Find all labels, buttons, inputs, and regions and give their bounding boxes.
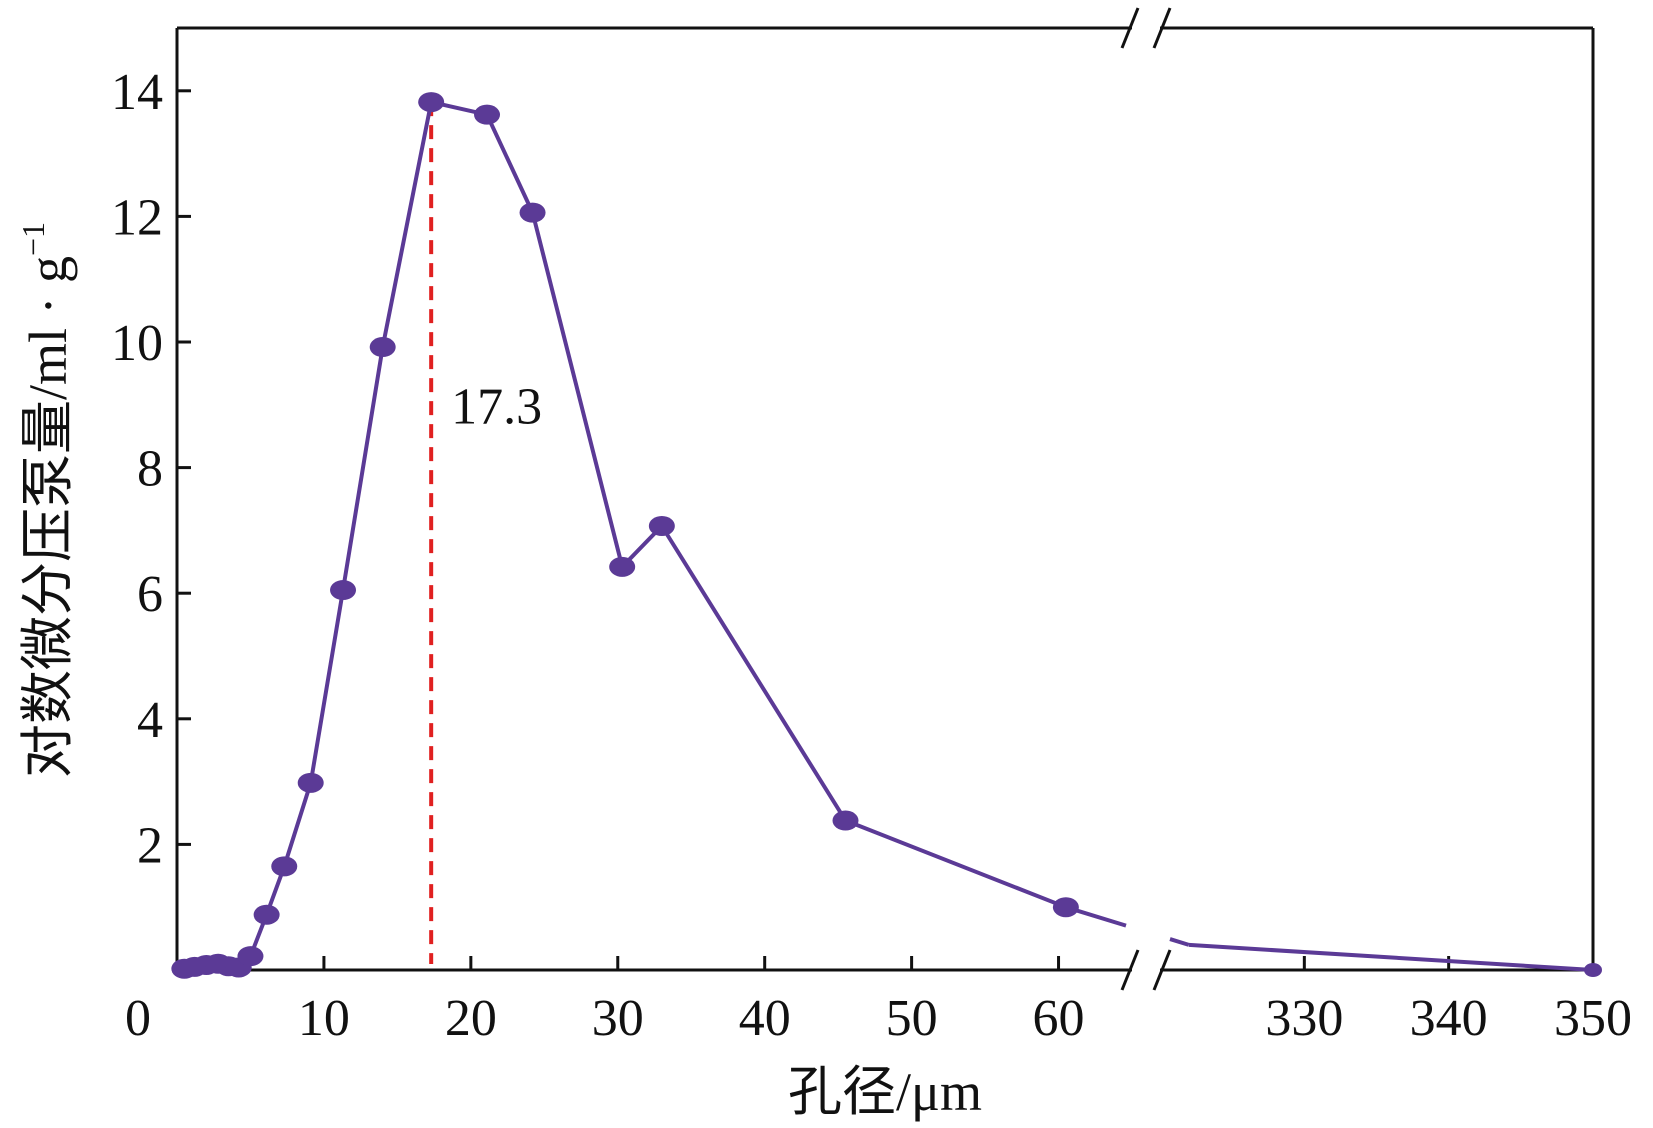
data-point: [330, 580, 357, 601]
data-point: [297, 772, 324, 793]
series-line-right: [1188, 942, 1594, 972]
y-axis-ticks: 2 4 6 8 10 12 14: [111, 64, 191, 874]
y-tick-label: 2: [137, 817, 163, 874]
data-point: [271, 856, 298, 877]
y-axis-title-superscript: −1: [15, 222, 51, 256]
bottom-break-gap: [1134, 960, 1158, 980]
x-tick-label: 10: [298, 990, 350, 1047]
y-tick-label: 10: [111, 315, 163, 372]
data-point: [253, 904, 280, 925]
x-tick-label: 340: [1410, 990, 1488, 1047]
series-break-line-b: [1169, 937, 1190, 947]
data-point: [237, 946, 264, 967]
annotation-layer: 17.3: [429, 102, 542, 964]
x-tick-label: 60: [1033, 990, 1085, 1047]
plot-frame: [175, 26, 1595, 972]
series-layer: [171, 92, 1602, 979]
x-tick-label: 350: [1554, 990, 1632, 1047]
x-tick-label: 50: [886, 990, 938, 1047]
x-origin-label: 0: [125, 990, 151, 1047]
data-point: [1584, 963, 1602, 977]
y-tick-label: 12: [111, 189, 163, 246]
y-tick-label: 6: [137, 566, 163, 623]
break-slash: [1120, 7, 1140, 49]
break-slash: [1152, 949, 1172, 991]
y-axis-title-main: 对数微分压泵量/ml · g: [18, 256, 78, 778]
data-point: [519, 202, 546, 223]
top-break-gap: [1134, 18, 1158, 38]
data-point: [609, 556, 636, 577]
series-line-left: [183, 100, 1067, 971]
data-point: [832, 810, 859, 831]
data-point: [418, 92, 445, 113]
break-slash: [1152, 7, 1172, 49]
peak-label: 17.3: [451, 379, 542, 436]
break-slash: [1120, 949, 1140, 991]
y-axis-title: 对数微分压泵量/ml · g−1: [15, 222, 78, 778]
data-point: [369, 337, 396, 358]
y-tick-label: 8: [137, 441, 163, 498]
x-tick-label: 40: [739, 990, 791, 1047]
data-point: [648, 516, 675, 537]
x-tick-label: 330: [1265, 990, 1343, 1047]
data-point: [1052, 897, 1079, 918]
y-tick-label: 14: [111, 64, 163, 121]
x-axis-ticks: 10 20 30 40 50 60 330 340 350: [298, 956, 1632, 1047]
x-axis-title: 孔径/μm: [788, 1062, 982, 1122]
data-point: [474, 104, 501, 125]
y-tick-label: 4: [137, 692, 163, 749]
x-tick-label: 30: [592, 990, 644, 1047]
axis-break-marks: [1120, 7, 1172, 991]
x-tick-label: 20: [445, 990, 497, 1047]
